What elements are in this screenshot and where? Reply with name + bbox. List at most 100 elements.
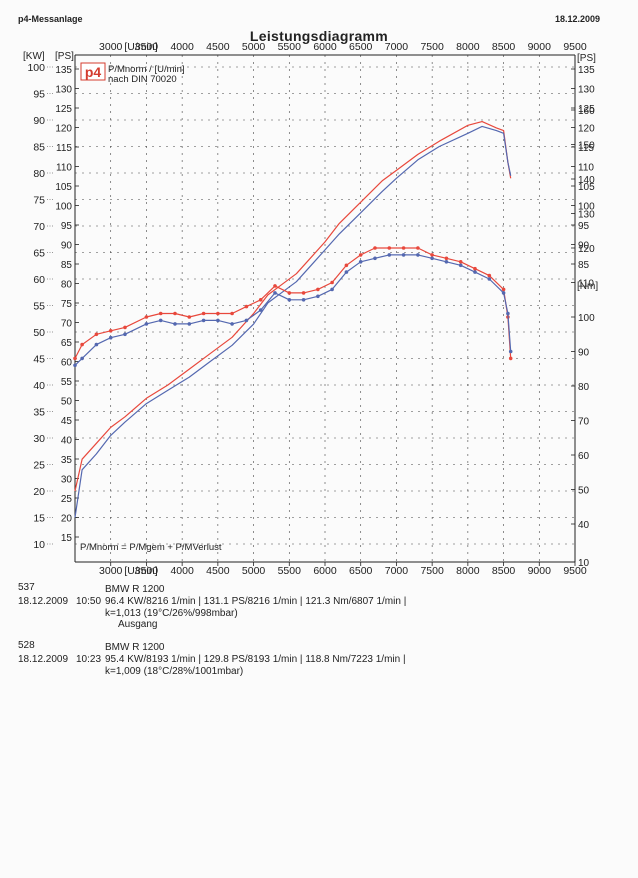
ps-tick-left: 65 (61, 338, 73, 349)
torque-point-run-528 (416, 253, 420, 257)
x-tick-bottom: 9500 (563, 565, 587, 577)
run-2-number: 528 (18, 640, 35, 651)
torque-point-run-528 (216, 318, 220, 323)
ps-tick-right: 125 (578, 104, 595, 115)
torque-point-run-528 (244, 318, 249, 323)
torque-point-run-537 (273, 284, 277, 288)
torque-point-run-528 (94, 342, 99, 347)
run-1-time: 10:50 (76, 596, 102, 607)
torque-point-run-537 (508, 356, 513, 361)
torque-point-run-528 (487, 277, 492, 281)
x-tick-bottom: 4500 (206, 565, 230, 577)
x-tick-bottom: 7000 (385, 565, 409, 577)
torque-point-run-537 (80, 342, 84, 347)
axes: 3000 3000 3500 3500 4000 4000 4500 4500 5000 5000… (23, 41, 598, 577)
nm-tick: 160 (578, 106, 595, 117)
x-tick-bottom: 8000 (456, 565, 480, 577)
x-tick-top: 8000 (456, 41, 480, 53)
torque-point-run-528 (144, 322, 149, 326)
nm-tick: 90 (578, 348, 590, 359)
legend-line2: nach DIN 70020 (108, 74, 177, 85)
run-2-values: 95.4 KW/8193 1/min | 129.8 PS/8193 1/min… (105, 654, 406, 665)
kw-axis-label: [KW] (23, 51, 45, 62)
ps-tick-left: 25 (61, 494, 73, 505)
torque-point-run-537 (487, 273, 492, 278)
kw-tick: 10 (33, 539, 45, 551)
torque-point-run-537 (108, 329, 113, 333)
torque-point-run-537 (144, 315, 149, 319)
x-axis-label-top: [U/min] (124, 41, 157, 53)
torque-point-run-537 (244, 304, 249, 309)
torque-point-run-528 (506, 311, 510, 316)
kw-tick: 90 (33, 115, 45, 127)
ps-tick-left: 30 (61, 475, 73, 486)
chart-title: Leistungsdiagramm (249, 28, 389, 44)
run-1-date: 18.12.2009 (18, 596, 69, 607)
torque-point-run-528 (430, 256, 434, 261)
run-1-values: 96.4 KW/8216 1/min | 131.1 PS/8216 1/min… (105, 596, 407, 607)
torque-point-run-528 (108, 335, 113, 340)
torque-point-run-528 (344, 270, 349, 274)
ps-tick-right: 110 (578, 163, 594, 174)
nm-tick: 70 (578, 417, 590, 428)
nm-tick: 110 (578, 279, 594, 290)
ps-tick-left: 80 (61, 280, 73, 291)
ps-tick-left: 90 (61, 241, 73, 252)
kw-tick: 25 (33, 460, 45, 472)
torque-point-run-528 (316, 294, 320, 299)
x-tick-bottom: 6000 (313, 565, 337, 577)
ps-tick-left: 110 (56, 163, 72, 174)
kw-tick: 80 (33, 168, 45, 180)
torque-point-run-537 (173, 311, 177, 316)
torque-point-run-528 (458, 263, 463, 268)
torque-point-run-537 (201, 311, 206, 316)
kw-tick: 30 (33, 433, 45, 445)
ps-tick-right: 100 (578, 202, 595, 213)
kw-tick: 20 (33, 486, 45, 498)
run-1-model: BMW R 1200 (105, 584, 165, 595)
run-2-model: BMW R 1200 (105, 642, 165, 653)
x-tick-top: 3000 (99, 41, 123, 53)
legend-badge (80, 62, 106, 81)
torque-point-run-528 (80, 356, 84, 361)
torque-point-run-528 (258, 308, 263, 312)
torque-point-run-528 (473, 270, 477, 274)
nm-tick: 80 (578, 382, 590, 393)
ps-tick-right: 115 (578, 143, 594, 154)
torque-point-run-528 (444, 260, 449, 264)
torque-point-run-537 (330, 280, 334, 285)
kw-tick: 95 (33, 89, 45, 101)
ps-tick-left: 130 (55, 85, 72, 96)
kw-tick: 65 (33, 248, 45, 260)
x-tick-top: 3500 (135, 41, 159, 53)
nm-tick: 50 (578, 486, 590, 497)
ps-tick-left: 95 (61, 221, 73, 232)
x-tick-top: 5000 (242, 41, 266, 53)
ps-tick-right: 85 (578, 260, 590, 271)
torque-point-run-528 (230, 322, 234, 326)
torque-point-run-537 (373, 246, 377, 250)
torque-point-run-528 (158, 318, 163, 323)
ps-tick-left: 35 (61, 455, 73, 466)
nm-tick: 120 (578, 244, 595, 255)
x-tick-bottom: 3500 (135, 565, 159, 577)
ps-tick-left: 60 (61, 358, 73, 369)
x-tick-bottom: 7500 (420, 565, 444, 577)
ps-tick-left: 50 (61, 397, 73, 408)
x-tick-top: 4000 (170, 41, 194, 53)
torque-point-run-537 (316, 287, 320, 292)
legend: p4 P/Mnorm / [U/min] nach DIN 70020 (80, 62, 185, 85)
ps-tick-left: 85 (61, 260, 73, 271)
torque-point-run-528 (330, 287, 334, 292)
torque-point-run-537 (301, 291, 306, 295)
torque-point-run-537 (401, 246, 406, 250)
nm-tick: 100 (578, 313, 595, 324)
torque-point-run-528 (287, 298, 292, 302)
torque-point-run-537 (416, 246, 420, 250)
ps-axis-label-left: [PS] (55, 51, 74, 62)
x-tick-bottom: 6500 (349, 565, 373, 577)
torque-point-run-537 (387, 246, 392, 250)
torque-point-run-528 (301, 298, 306, 302)
torque-point-run-528 (201, 318, 206, 323)
formula: P/Mnorm = P/Mgem + P/MVerlust (80, 542, 222, 553)
